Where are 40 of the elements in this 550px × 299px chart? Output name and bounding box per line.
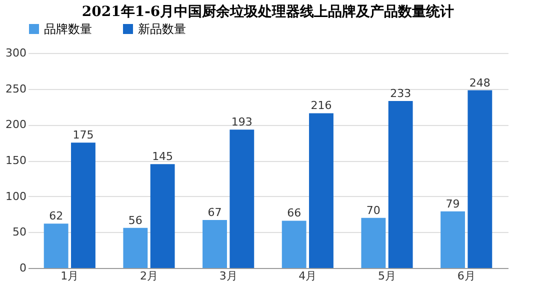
y-tick-label: 50 xyxy=(12,226,26,239)
data-label: 56 xyxy=(128,214,142,227)
y-tick-label: 0 xyxy=(20,262,26,274)
data-label: 175 xyxy=(72,128,94,142)
bar xyxy=(202,220,227,268)
x-tick-label: 5月 xyxy=(378,270,396,282)
bar xyxy=(150,164,175,268)
bar xyxy=(361,218,386,268)
bar xyxy=(388,101,413,268)
bar xyxy=(44,224,68,268)
data-label: 66 xyxy=(287,206,302,220)
y-tick-label: 300 xyxy=(6,46,26,60)
bar xyxy=(468,90,492,268)
x-tick-label: 2月 xyxy=(140,270,158,282)
x-tick-label: 4月 xyxy=(298,270,317,282)
data-label: 79 xyxy=(446,197,460,210)
legend-label: 品牌数量 xyxy=(44,22,92,36)
x-tick-label: 3月 xyxy=(219,270,238,282)
legend-label: 新品数量 xyxy=(138,22,186,36)
data-label: 67 xyxy=(208,206,222,219)
bar xyxy=(230,130,254,268)
data-label: 233 xyxy=(390,87,412,100)
y-tick-label: 250 xyxy=(6,82,26,96)
data-label: 248 xyxy=(469,76,490,90)
y-tick-label: 150 xyxy=(6,154,26,167)
data-label: 145 xyxy=(152,150,174,164)
data-label: 193 xyxy=(231,116,252,129)
data-label: 70 xyxy=(366,204,380,217)
bar xyxy=(71,142,96,268)
x-tick-label: 1月 xyxy=(60,270,79,282)
chart-title: 2021年1-6月中国厨余垃圾处理器线上品牌及产品数量统计 xyxy=(82,3,454,20)
bar xyxy=(440,211,465,268)
bar xyxy=(123,228,148,268)
bar xyxy=(309,113,334,268)
data-label: 62 xyxy=(49,210,64,223)
x-tick-label: 6月 xyxy=(457,270,476,282)
y-tick-label: 100 xyxy=(6,190,26,203)
data-label: 216 xyxy=(310,99,332,112)
bar xyxy=(282,220,306,268)
y-tick-label: 200 xyxy=(6,118,26,132)
